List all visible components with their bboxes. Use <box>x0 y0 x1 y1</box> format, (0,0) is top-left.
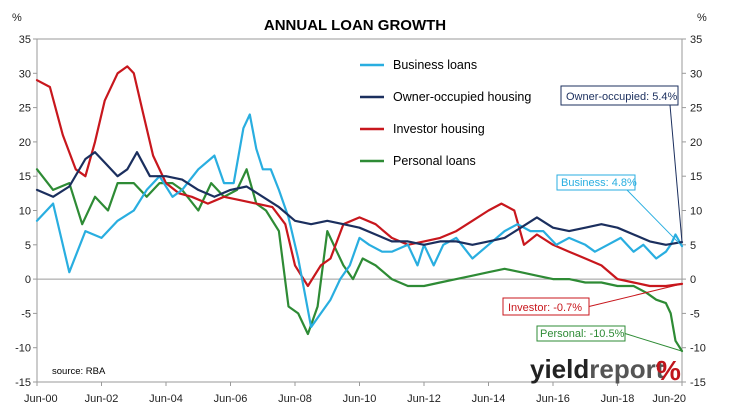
x-tick-label: Jun-14 <box>472 393 506 405</box>
y-tick-label-left: 20 <box>19 137 31 149</box>
y-tick-label-left: 10 <box>19 206 31 218</box>
y-tick-label-right: 15 <box>690 171 702 183</box>
y-tick-label-right: 25 <box>690 103 702 115</box>
y-tick-label-left: -10 <box>15 343 31 355</box>
y-axis-left-unit: % <box>12 12 22 24</box>
series-line-owner-occupied-housing <box>35 151 684 246</box>
callout-box <box>560 85 679 106</box>
y-tick-label-left: -5 <box>21 308 31 320</box>
x-tick-label: Jun-12 <box>407 393 441 405</box>
y-tick-label-left: -15 <box>15 377 31 389</box>
y-axis-right-unit: % <box>697 12 707 24</box>
y-tick-label-left: 0 <box>25 274 31 286</box>
legend-label: Personal loans <box>393 154 476 168</box>
y-tick-label-right: 30 <box>690 68 702 80</box>
x-tick-label: Jun-16 <box>536 393 570 405</box>
y-tick-label-left: 25 <box>19 103 31 115</box>
callout-label: Personal: -10.5% <box>540 328 625 340</box>
yieldreport-logo: yieldreport % <box>530 354 681 386</box>
x-tick-label: Jun-10 <box>343 393 377 405</box>
y-tick-label-right: 0 <box>690 274 696 286</box>
logo-yield: yield <box>530 354 589 384</box>
y-tick-label-left: 5 <box>25 240 31 252</box>
chart-title: ANNUAL LOAN GROWTH <box>264 17 446 34</box>
callout-leader-line <box>588 283 683 307</box>
svg-text:yieldreport: yieldreport <box>530 354 665 384</box>
callouts: Owner-occupied: 5.4% Business: 4.8% Invest… <box>502 85 683 352</box>
x-tick-label: Jun-20 <box>652 393 686 405</box>
y-tick-label-right: -15 <box>690 377 706 389</box>
x-tick-label: Jun-08 <box>278 393 312 405</box>
source-note: source: RBA <box>52 366 106 377</box>
legend: Business loans Owner-occupied housing Inve… <box>360 58 531 168</box>
callout-box <box>536 325 626 342</box>
callout-leader-line <box>624 333 683 352</box>
x-tick-label: Jun-06 <box>214 393 248 405</box>
x-tick-label: Jun-02 <box>85 393 119 405</box>
logo-report: report <box>589 354 664 384</box>
y-tick-label-right: -5 <box>690 308 700 320</box>
y-tick-label-left: 35 <box>19 34 31 46</box>
y-tick-label-right: 5 <box>690 240 696 252</box>
x-tick-label: Jun-00 <box>24 393 58 405</box>
y-tick-label-right: 20 <box>690 137 702 149</box>
series-line-personal-loans <box>35 168 684 353</box>
series-line-investor-housing <box>35 65 684 288</box>
callout-leader-line <box>669 104 683 243</box>
y-tick-label-right: -10 <box>690 343 706 355</box>
axes: 35 35 30 30 25 25 20 20 15 15 10 10 5 5 0 0 -5 -5 -10 -10 -1… <box>15 34 706 405</box>
y-tick-label-left: 30 <box>19 68 31 80</box>
legend-label: Business loans <box>393 58 477 72</box>
callout-label: Owner-occupied: 5.4% <box>566 91 677 103</box>
callout-leader-line <box>626 189 683 247</box>
legend-label: Investor housing <box>393 122 485 136</box>
logo-percent-symbol: % <box>656 355 681 386</box>
series-line-business-loans <box>35 113 684 329</box>
y-tick-label-right: 10 <box>690 206 702 218</box>
y-tick-label-left: 15 <box>19 171 31 183</box>
x-tick-label: Jun-18 <box>601 393 635 405</box>
callout-label: Business: 4.8% <box>561 177 637 189</box>
callout-box <box>502 297 590 316</box>
legend-label: Owner-occupied housing <box>393 90 531 104</box>
x-tick-label: Jun-04 <box>149 393 183 405</box>
callout-box <box>556 174 636 191</box>
callout-label: Investor: -0.7% <box>508 302 582 314</box>
y-tick-label-right: 35 <box>690 34 702 46</box>
series-lines <box>35 65 684 353</box>
